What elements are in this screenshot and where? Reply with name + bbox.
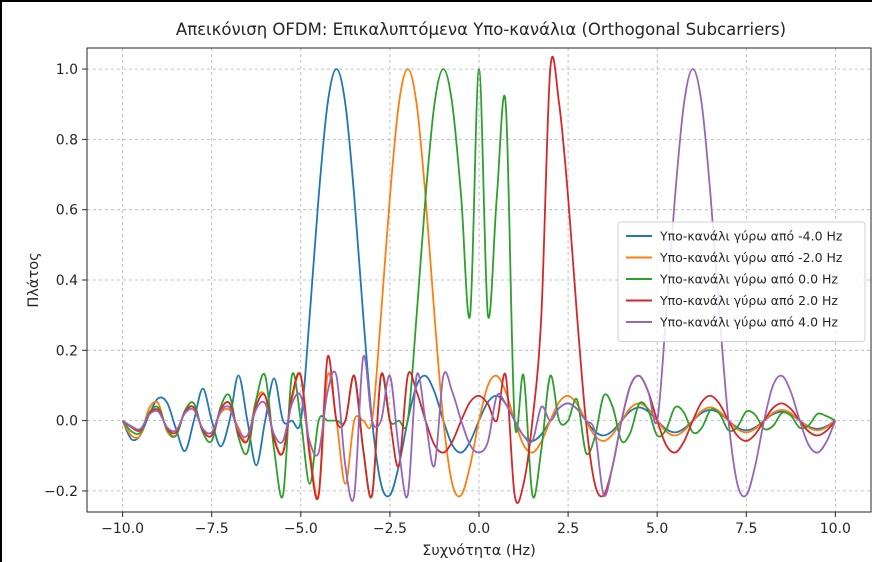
series-line [121,68,836,498]
y-tick-label: 0.0 [56,414,78,430]
legend-label: Υπο-κανάλι γύρω από 0.0 Hz [659,272,838,287]
x-tick-label: −7.5 [195,521,229,537]
x-tick-label: 5.0 [646,521,668,537]
x-tick-label: 0.0 [468,521,490,537]
y-tick-label: 0.2 [56,343,78,359]
y-tick-label: 0.8 [56,132,78,148]
legend-label: Υπο-κανάλι γύρω από 2.0 Hz [659,293,838,308]
y-tick-label: −0.2 [44,484,78,500]
legend-label: Υπο-κανάλι γύρω από 4.0 Hz [659,315,838,330]
legend-label: Υπο-κανάλι γύρω από -4.0 Hz [659,229,843,244]
x-axis: −10.0 −7.5 −5.0 −2.5 0.0 2.5 5.0 7.5 10.0 [101,512,851,537]
y-axis-label: Πλάτος [26,252,42,307]
y-tick-label: 0.4 [56,273,78,289]
x-tick-label: 7.5 [735,521,757,537]
x-tick-label: −5.0 [284,521,318,537]
y-tick-label: 1.0 [56,62,78,78]
y-axis: −0.2 0.0 0.2 0.4 0.6 0.8 1.0 [44,62,87,500]
x-tick-label: 10.0 [820,521,851,537]
legend-label: Υπο-κανάλι γύρω από -2.0 Hz [659,250,843,265]
x-tick-label: 2.5 [557,521,579,537]
x-tick-label: −2.5 [373,521,407,537]
chart-title: Απεικόνιση OFDM: Επικαλυπτόμενα Υπο-κανά… [176,20,786,39]
x-tick-label: −10.0 [101,521,144,537]
x-axis-label: Συχνότητα (Hz) [422,543,536,559]
legend: Υπο-κανάλι γύρω από -4.0 Hz Υπο-κανάλι γύ… [617,221,866,342]
series-line [122,55,837,504]
legend-box [617,221,866,342]
y-tick-label: 0.6 [56,203,78,219]
